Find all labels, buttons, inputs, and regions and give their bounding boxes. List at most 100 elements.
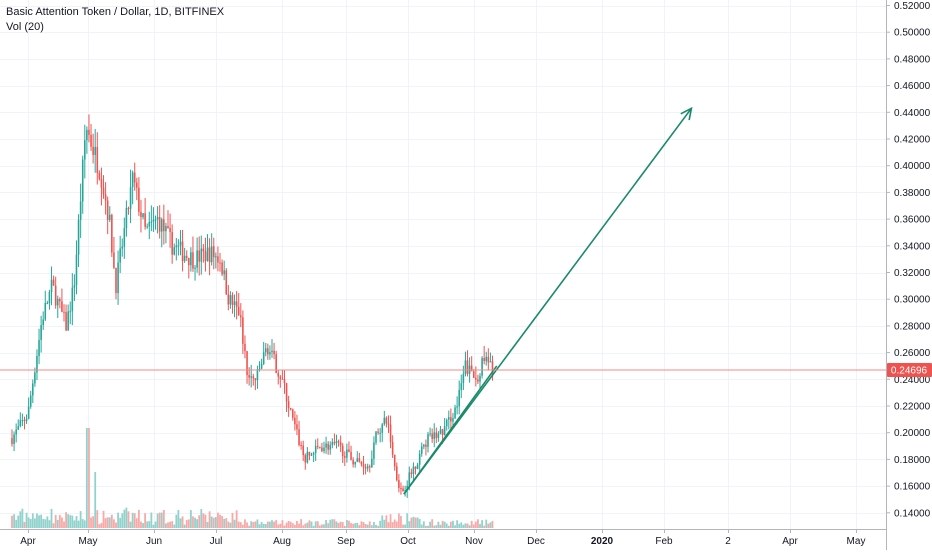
candle-body — [88, 129, 90, 135]
candle-body — [13, 434, 15, 444]
volume-bar — [23, 521, 26, 528]
candle-body — [104, 194, 107, 201]
volume-bar — [48, 520, 51, 528]
candle-body — [375, 431, 377, 443]
volume-bar — [391, 522, 394, 528]
volume-bar — [131, 512, 134, 528]
candle-body — [208, 247, 211, 263]
candle-body — [221, 262, 223, 275]
candle-body — [61, 301, 63, 312]
candle-body — [223, 270, 225, 275]
volume-bar — [177, 509, 180, 528]
volume-bar — [25, 512, 28, 528]
volume-bar — [483, 525, 486, 528]
volume-bar — [316, 521, 319, 528]
volume-bar — [142, 522, 144, 528]
time-tick-label: May — [79, 536, 98, 547]
volume-bar — [198, 515, 201, 528]
volume-bar — [110, 514, 113, 528]
candle-body — [46, 303, 49, 305]
time-axis[interactable]: Apr May Jun Jul Aug Sep Oct Nov Dec 2020 Feb 2 Apr Ma… — [0, 529, 886, 550]
candle-body — [389, 424, 392, 443]
candle-body — [302, 445, 304, 456]
candle-body — [481, 357, 483, 376]
candle-body — [333, 442, 336, 444]
volume-bar — [81, 519, 84, 528]
volume-bar — [470, 520, 473, 528]
candle-body — [371, 458, 373, 468]
candle-body — [300, 445, 302, 447]
candle-body — [460, 383, 463, 390]
candle-body — [454, 407, 456, 419]
candle-body — [69, 311, 72, 313]
candle-body — [202, 248, 205, 252]
candle-body — [244, 343, 246, 352]
symbol-title[interactable]: Basic Attention Token / Dollar, 1D, BITF… — [6, 6, 225, 18]
volume-indicator-label[interactable]: Vol (20) — [6, 21, 44, 33]
candle-body — [294, 417, 296, 425]
candle-body — [483, 357, 485, 362]
candle-body — [29, 395, 32, 407]
volume-bar — [129, 521, 132, 528]
candle-body — [331, 442, 334, 445]
price-tick-label: 0.16000 — [894, 482, 931, 493]
candle-body — [385, 417, 388, 424]
volume-bar — [179, 518, 182, 528]
candle-body — [27, 406, 30, 419]
candle-body — [34, 372, 36, 384]
volume-bar — [88, 428, 90, 528]
candle-body — [408, 472, 411, 486]
candle-body — [431, 433, 433, 439]
candle-body — [479, 375, 481, 382]
volume-bar — [11, 515, 13, 528]
candle-body — [362, 464, 365, 468]
volume-bar — [202, 513, 205, 528]
candle-body — [414, 466, 417, 469]
chart-legend: Basic Attention Token / Dollar, 1D, BITF… — [6, 5, 224, 35]
candle-body — [252, 376, 255, 379]
candle-body — [250, 376, 252, 378]
candle-body — [173, 247, 176, 255]
candle-body — [237, 306, 240, 316]
candle-body — [42, 319, 44, 326]
volume-bar — [439, 524, 442, 528]
volume-bar — [219, 514, 221, 528]
volume-bar — [449, 521, 452, 528]
volume-bar — [466, 523, 469, 528]
volume-bar — [304, 523, 307, 528]
candle-body — [325, 443, 327, 448]
candle-body — [248, 375, 250, 378]
volume-bar — [254, 521, 257, 528]
candle-body — [323, 447, 325, 452]
volume-bar — [119, 517, 122, 528]
candle-body — [86, 129, 88, 141]
candle-body — [381, 424, 384, 433]
candle-body — [146, 226, 148, 228]
volume-bar — [477, 519, 479, 528]
candle-body — [420, 446, 423, 454]
volume-bar — [283, 525, 286, 528]
candle-body — [312, 452, 315, 455]
volume-bar — [296, 520, 298, 528]
candle-body — [217, 256, 219, 263]
volume-bar — [491, 520, 494, 528]
price-tick-label: 0.24000 — [894, 375, 931, 386]
volume-bar — [154, 521, 157, 528]
candle-body — [73, 285, 76, 288]
candle-body — [437, 433, 440, 439]
candle-body — [491, 361, 494, 377]
volume-bar — [250, 521, 253, 528]
drawings[interactable] — [403, 106, 693, 495]
volume-bar — [481, 520, 483, 528]
candle-body — [308, 451, 311, 456]
volume-bar — [79, 511, 82, 528]
price-axis[interactable]: 0.52000 0.50000 0.48000 0.46000 0.44000 0.420… — [886, 0, 932, 550]
volume-bar — [160, 512, 163, 528]
volume-bar — [437, 521, 440, 528]
volume-bar — [210, 516, 213, 528]
volume-bar — [183, 524, 186, 528]
candle-body — [117, 262, 119, 294]
candle-body — [229, 295, 232, 305]
projection-arrow[interactable] — [403, 107, 693, 495]
